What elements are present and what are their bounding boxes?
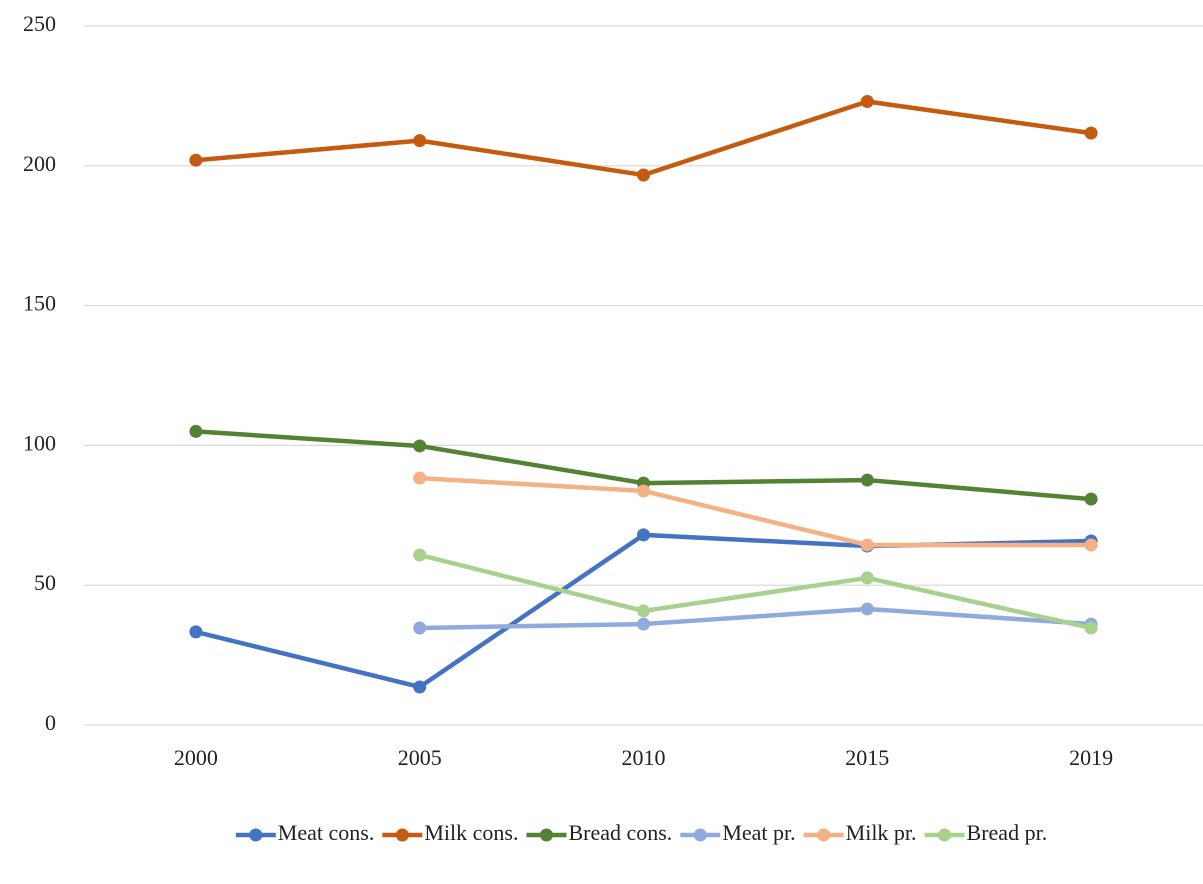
y-tick-label: 150 [23, 291, 56, 316]
data-point [860, 473, 874, 487]
x-tick-label: 2015 [845, 745, 889, 770]
data-point [1084, 538, 1098, 552]
series-line [195, 99, 1092, 178]
x-tick-label: 2000 [174, 745, 218, 770]
x-tick-label: 2005 [398, 745, 442, 770]
legend-label: Milk cons. [424, 820, 518, 845]
data-point [413, 548, 427, 562]
series-line [419, 475, 1092, 548]
data-point [637, 617, 650, 631]
data-point [413, 134, 427, 148]
legend-marker [249, 828, 263, 842]
data-point [860, 571, 874, 585]
data-point [413, 680, 427, 694]
data-point [637, 168, 650, 182]
data-point [1084, 126, 1098, 140]
y-tick-label: 100 [23, 430, 56, 455]
data-point [413, 471, 427, 485]
y-tick-label: 250 [23, 11, 56, 36]
data-point [860, 538, 874, 552]
legend-label: Bread cons. [568, 820, 672, 845]
legend: Meat cons. Milk cons. Bread cons. Meat pr. M… [235, 820, 1048, 845]
data-point [637, 484, 650, 498]
data-point [189, 424, 203, 438]
y-tick-label: 50 [34, 570, 56, 595]
y-tick-label: 0 [45, 710, 56, 735]
data-point [189, 153, 203, 167]
legend-label: Meat cons. [278, 820, 375, 845]
legend-marker [693, 828, 707, 842]
legend-marker [938, 828, 952, 842]
data-point [860, 94, 874, 108]
legend-label: Meat pr. [722, 820, 795, 845]
legend-label: Milk pr. [846, 820, 917, 845]
legend-marker [395, 828, 409, 842]
data-point [637, 528, 650, 542]
data-point [413, 439, 427, 453]
data-point [1084, 621, 1098, 635]
data-point [413, 621, 427, 635]
legend-marker [539, 828, 553, 842]
y-tick-label: 200 [23, 151, 56, 176]
legend-marker [817, 828, 831, 842]
data-point [1084, 492, 1098, 506]
x-tick-label: 2019 [1069, 745, 1113, 770]
series-line [419, 606, 1092, 631]
x-tick-label: 2010 [622, 745, 666, 770]
data-point [860, 602, 874, 616]
series-line [419, 552, 1092, 631]
data-point [189, 625, 203, 639]
data-point [637, 604, 650, 618]
legend-label: Bread pr. [967, 820, 1048, 845]
